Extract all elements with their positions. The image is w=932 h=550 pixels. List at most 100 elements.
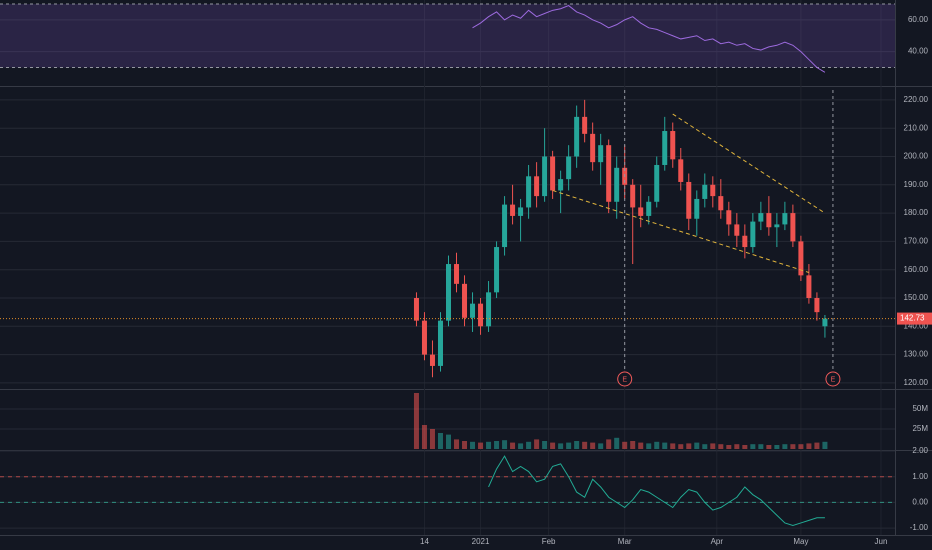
volume-bar — [566, 442, 572, 449]
volume-bar — [582, 441, 588, 449]
volume-bar — [766, 445, 772, 449]
candle-body — [710, 184, 716, 197]
volume-bar — [814, 442, 820, 449]
volume-bar — [502, 440, 508, 449]
volume-bar — [798, 444, 804, 449]
volume-bar — [494, 441, 500, 449]
candle-body — [590, 133, 596, 163]
candle-body — [774, 224, 780, 228]
volume-bar — [550, 442, 556, 449]
candle-body — [534, 176, 540, 197]
indicator-line — [488, 455, 825, 527]
volume-bar — [742, 445, 748, 449]
x-tick-label: 2021 — [472, 537, 490, 546]
volume-bar — [510, 442, 516, 449]
y-tick-label: 2.00 — [912, 446, 928, 455]
candle-body — [806, 275, 812, 298]
volume-bar — [710, 443, 716, 449]
candle-body — [437, 320, 443, 366]
volume-bar — [518, 443, 524, 449]
y-tick-label: 180.00 — [904, 208, 929, 217]
y-tick-label: 160.00 — [904, 265, 929, 274]
y-tick-label: 220.00 — [904, 95, 929, 104]
candle-body — [822, 318, 828, 327]
volume-bar — [678, 444, 684, 449]
volume-bar — [806, 443, 812, 449]
volume-bar — [638, 442, 644, 449]
candle-body — [718, 196, 724, 211]
volume-bar — [606, 439, 612, 449]
candle-body — [526, 176, 532, 208]
candle-body — [494, 247, 500, 293]
candle-body — [454, 264, 460, 284]
candle-body — [550, 156, 556, 191]
y-tick-label: 0.00 — [912, 497, 928, 506]
volume-bar — [718, 444, 724, 449]
volume-bar — [614, 437, 620, 449]
candle-body — [470, 303, 476, 318]
candle-body — [742, 235, 748, 248]
candle-body — [446, 264, 452, 321]
candle-body — [814, 298, 820, 313]
y-tick-label: 60.00 — [908, 15, 929, 24]
candle-body — [654, 164, 660, 202]
event-label: E — [831, 376, 836, 383]
candle-body — [734, 224, 740, 236]
y-tick-label: 1.00 — [912, 472, 928, 481]
candle-body — [678, 159, 684, 182]
candle-body — [510, 204, 516, 216]
volume-bar — [622, 441, 628, 449]
volume-bar — [421, 425, 427, 449]
candle-body — [542, 156, 548, 197]
volume-bar — [734, 444, 740, 449]
band — [0, 3, 895, 68]
candle-body — [574, 116, 580, 157]
volume-bar — [558, 443, 564, 449]
candle-body — [686, 181, 692, 219]
candle-body — [502, 204, 508, 248]
candle-body — [782, 213, 788, 225]
candle-body — [421, 320, 427, 355]
volume-bar — [790, 444, 796, 449]
candle-body — [413, 298, 419, 321]
volume-bar — [486, 441, 492, 449]
volume-bar — [437, 433, 443, 449]
volume-bar — [822, 441, 828, 449]
volume-bar — [542, 441, 548, 449]
x-tick-label: 14 — [420, 537, 429, 546]
volume-bar — [462, 441, 468, 449]
volume-bar — [694, 442, 700, 449]
trendline — [672, 113, 826, 214]
y-tick-label: 140.00 — [904, 321, 929, 330]
volume-bar — [574, 441, 580, 449]
volume-bar — [646, 443, 652, 449]
y-tick-label: 200.00 — [904, 152, 929, 161]
candle-body — [638, 207, 644, 216]
last-price-box — [897, 312, 932, 325]
x-tick-label: Feb — [542, 537, 556, 546]
volume-bar — [446, 434, 452, 449]
volume-bar — [670, 443, 676, 449]
candle-body — [790, 213, 796, 242]
candle-body — [606, 145, 612, 202]
volume-bar — [470, 441, 476, 449]
candle-body — [702, 184, 708, 199]
volume-bar — [782, 444, 788, 449]
y-tick-label: 40.00 — [908, 47, 929, 56]
volume-bar — [413, 393, 419, 449]
candle-body — [630, 184, 636, 208]
candle-body — [558, 179, 564, 191]
candle-body — [566, 156, 572, 180]
candle-body — [662, 131, 668, 165]
volume-bar — [630, 441, 636, 449]
event-marker — [825, 371, 841, 387]
x-tick-label: Apr — [711, 537, 724, 546]
x-tick-label: Mar — [618, 537, 632, 546]
y-tick-label: 130.00 — [904, 350, 929, 359]
volume-bar — [686, 443, 692, 449]
volume-bar — [654, 441, 660, 449]
candle-body — [518, 207, 524, 216]
volume-bar — [454, 439, 460, 449]
candle-body — [798, 241, 804, 276]
event-label: E — [622, 376, 627, 383]
